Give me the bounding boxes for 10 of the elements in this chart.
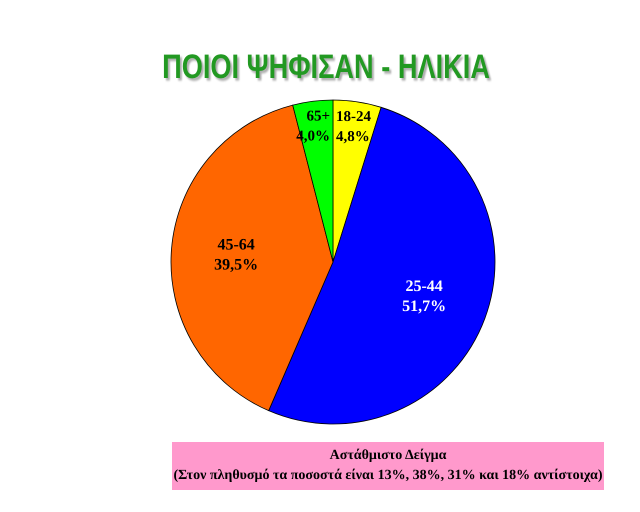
text: Αστάθμιστο Δείγμα: [330, 448, 447, 463]
data-label: 4,8%: [336, 128, 370, 145]
slice-label: 65+: [306, 108, 330, 124]
slice-label: 18-24: [336, 108, 372, 125]
slice-label: 45-64: [217, 236, 255, 254]
chart-title: ΠΟΙΟΙ ΨΗΦΙΣΑΝ - ΗΛΙΚΙΑ: [162, 47, 490, 86]
data-label: 39,5%: [214, 256, 258, 274]
text: (Στον πληθυσμό τα ποσοστά είναι 13%, 38%, 31% και 18% αντίστοιχα): [174, 468, 603, 483]
slice-label: 25-44: [405, 278, 443, 295]
data-label: 51,7%: [402, 298, 446, 315]
